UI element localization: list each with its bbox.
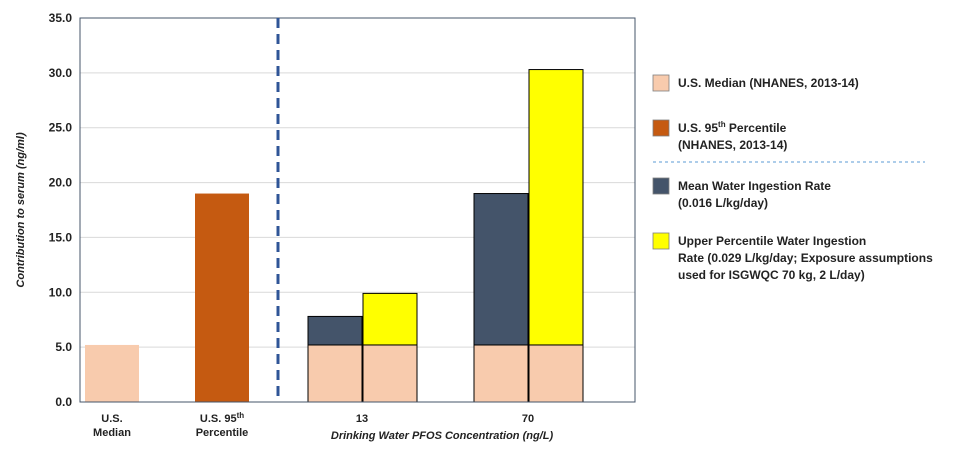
legend-label: (0.016 L/kg/day) bbox=[678, 196, 768, 210]
bar-stack bbox=[528, 69, 584, 403]
plot-frame bbox=[79, 17, 636, 403]
legend-item: Mean Water Ingestion Rate (0.016 L/kg/day… bbox=[652, 177, 831, 210]
x-category-labels: U.S. Median U.S. 95th Percentile 13 70 bbox=[93, 411, 534, 439]
y-tick-label: 5.0 bbox=[55, 340, 72, 354]
y-axis-title: Contribution to serum (ng/ml) bbox=[15, 132, 27, 288]
bar-stack bbox=[307, 315, 363, 403]
x-category-label: Percentile bbox=[196, 427, 249, 439]
bar-segment bbox=[362, 344, 418, 403]
legend-label: U.S. Median (NHANES, 2013-14) bbox=[678, 76, 859, 90]
legend-swatch bbox=[652, 74, 670, 92]
bar-stack bbox=[473, 193, 529, 403]
bar-segment bbox=[85, 344, 139, 402]
bar-segment bbox=[528, 344, 584, 403]
bar-stack bbox=[362, 292, 418, 403]
legend-label: used for ISGWQC 70 kg, 2 L/day) bbox=[678, 268, 865, 282]
y-tick-label: 0.0 bbox=[55, 395, 72, 409]
legend-label: (NHANES, 2013-14) bbox=[678, 138, 787, 152]
bar-stack bbox=[85, 344, 139, 402]
y-tick-label: 35.0 bbox=[49, 11, 73, 25]
y-tick-label: 25.0 bbox=[49, 121, 73, 135]
legend-label: Mean Water Ingestion Rate bbox=[678, 179, 831, 193]
x-category-label: U.S. 95th bbox=[200, 411, 244, 425]
bar-segment bbox=[362, 292, 418, 346]
legend: U.S. Median (NHANES, 2013-14) U.S. 95th P… bbox=[652, 74, 933, 282]
legend-item: Upper Percentile Water Ingestion Rate (0.… bbox=[652, 232, 933, 282]
legend-swatch bbox=[652, 177, 670, 195]
bar-segment bbox=[473, 193, 529, 346]
y-tick-label: 30.0 bbox=[49, 66, 73, 80]
legend-label: Upper Percentile Water Ingestion bbox=[678, 234, 866, 248]
y-tick-label: 20.0 bbox=[49, 176, 73, 190]
x-category-label: 13 bbox=[356, 413, 368, 425]
legend-label: U.S. 95th Percentile bbox=[678, 120, 787, 135]
legend-swatch bbox=[652, 119, 670, 137]
legend-item: U.S. 95th Percentile (NHANES, 2013-14) bbox=[652, 119, 787, 152]
bar-segment bbox=[195, 193, 249, 402]
legend-swatch bbox=[652, 232, 670, 250]
y-tick-label: 15.0 bbox=[49, 230, 73, 244]
legend-label: Rate (0.029 L/kg/day; Exposure assumptio… bbox=[678, 251, 933, 265]
bars bbox=[85, 69, 584, 403]
bar-segment bbox=[307, 344, 363, 403]
x-category-label: Median bbox=[93, 427, 131, 439]
y-tick-label: 10.0 bbox=[49, 285, 73, 299]
legend-item: U.S. Median (NHANES, 2013-14) bbox=[652, 74, 859, 92]
x-category-label: 70 bbox=[522, 413, 534, 425]
bar-segment bbox=[528, 69, 584, 346]
bar-segment bbox=[473, 344, 529, 403]
x-category-label: U.S. bbox=[101, 413, 122, 425]
y-tick-labels: 0.0 5.0 10.0 15.0 20.0 25.0 30.0 35.0 bbox=[49, 11, 73, 409]
bar-segment bbox=[307, 315, 363, 346]
x-axis-title: Drinking Water PFOS Concentration (ng/L) bbox=[331, 430, 554, 442]
bar-stack bbox=[195, 193, 249, 402]
